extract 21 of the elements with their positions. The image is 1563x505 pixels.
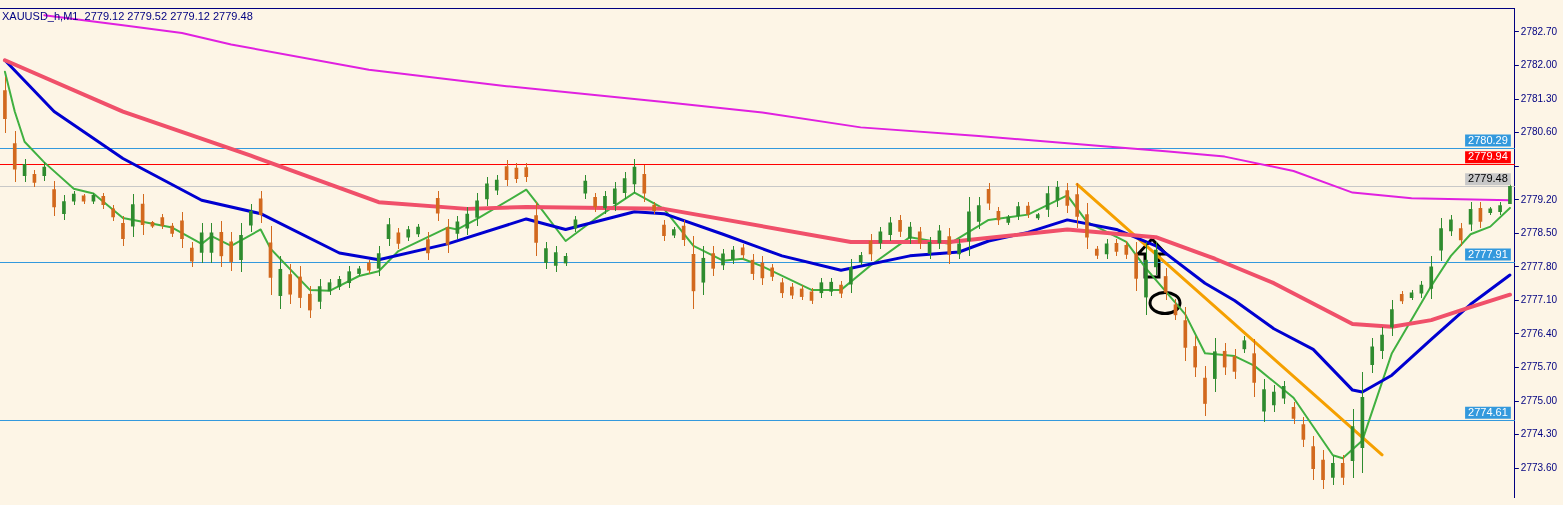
y-tick-label: 2776.40 — [1520, 327, 1558, 339]
y-tick-label: 2774.30 — [1520, 428, 1558, 440]
y-tick-label: 2778.50 — [1520, 227, 1558, 239]
y-tick-label: 2775.70 — [1520, 361, 1558, 373]
y-tick-label: 2777.10 — [1520, 294, 1558, 306]
ref-line-label: 2779.94 — [1468, 150, 1508, 163]
ref-line-label: 2774.61 — [1468, 405, 1508, 418]
candlestick — [671, 227, 676, 238]
ref-line-label: 2780.29 — [1468, 133, 1508, 146]
y-tick-label: 2773.60 — [1520, 461, 1558, 473]
y-tick-label: 2780.60 — [1520, 126, 1558, 138]
chart-title: XAUUSD_h,M1 2779.12 2779.52 2779.12 2779.48 — [2, 9, 253, 22]
y-tick-label: 2777.80 — [1520, 260, 1558, 272]
candlestick — [357, 266, 361, 276]
ref-line-label: 2779.48 — [1468, 172, 1508, 185]
ref-line-label: 2777.91 — [1468, 247, 1508, 260]
y-tick-label: 2775.00 — [1520, 394, 1558, 406]
y-tick-label: 2782.00 — [1520, 59, 1558, 71]
y-tick-label: 2779.20 — [1520, 193, 1558, 205]
y-tick-label: 2782.70 — [1520, 25, 1558, 37]
y-tick-label: 2781.30 — [1520, 92, 1558, 104]
